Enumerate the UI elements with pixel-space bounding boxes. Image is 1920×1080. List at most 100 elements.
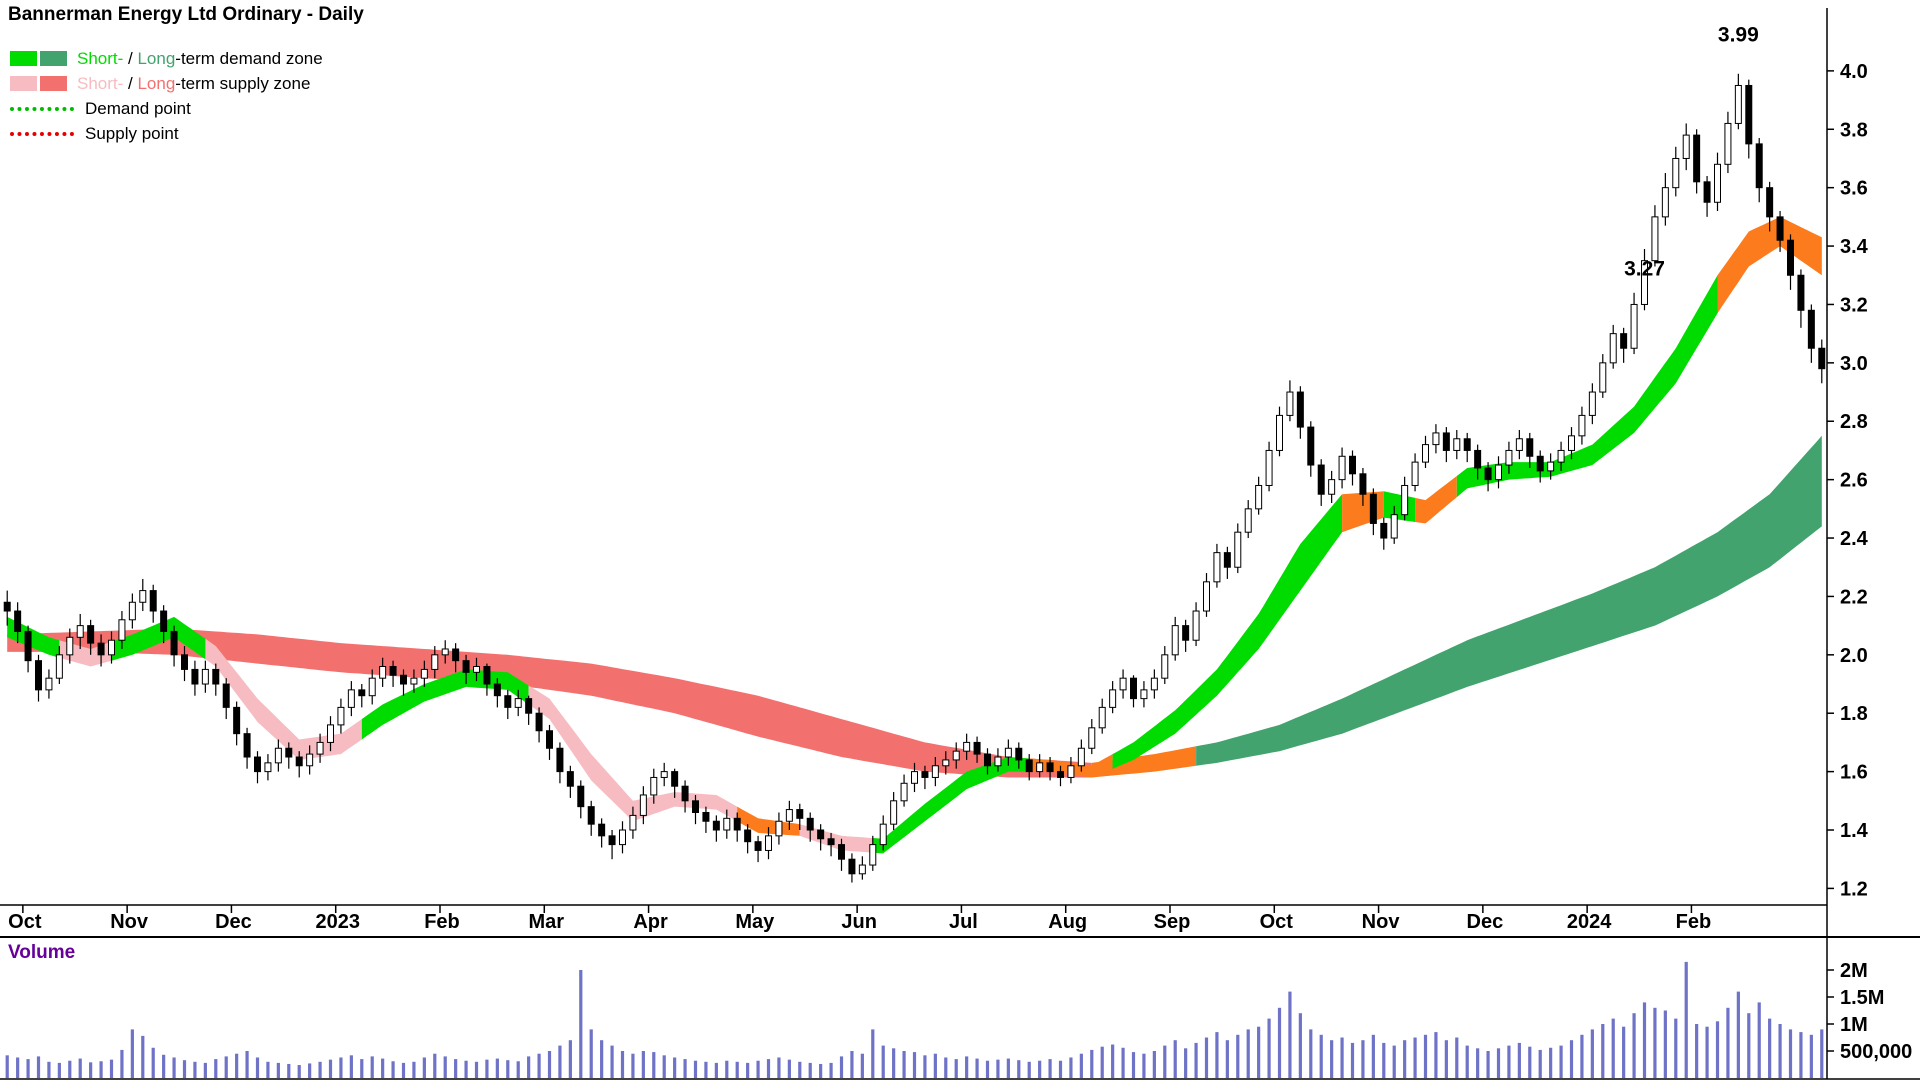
candle [963,741,971,752]
volume-bar [516,1061,520,1078]
volume-bar [1340,1037,1344,1078]
volume-bar [5,1055,9,1078]
supply-long-swatch [40,76,67,91]
volume-bar [328,1059,333,1078]
candle [1192,610,1200,641]
volume-bar [1590,1029,1594,1078]
volume-bar [1382,1042,1386,1078]
candle [1755,143,1763,189]
volume-bar [620,1051,625,1078]
volume-bar [600,1040,604,1078]
volume-bar [1152,1051,1156,1078]
price-tick-label: 2.4 [1840,528,1869,550]
month-label: Nov [1362,911,1401,933]
volume-bar [693,1060,698,1078]
volume-bar [141,1035,145,1078]
candle [1515,438,1523,451]
candle [869,844,877,866]
long-term-zone-segment [1196,435,1822,766]
volume-bar [172,1057,176,1078]
volume-bar [1601,1024,1605,1078]
candle [1359,473,1367,495]
month-label: 2024 [1567,911,1612,933]
volume-bar [1820,1029,1824,1078]
volume-bar [26,1059,30,1078]
volume-bar [443,1056,447,1078]
candle [1734,84,1742,124]
candle [1390,514,1398,539]
volume-bar [547,1051,552,1078]
volume-bar [109,1059,114,1078]
candle [222,683,230,708]
candle [1630,303,1638,349]
short-term-zone-segment [1456,275,1718,498]
volume-bar [391,1061,395,1078]
volume-bar [1413,1037,1417,1078]
volume-bar [923,1055,927,1078]
volume-bar [1111,1044,1115,1078]
volume-bar [193,1061,197,1078]
candle [1547,461,1555,472]
candle [473,666,480,673]
month-label: Mar [528,911,564,933]
volume-panel-label: Volume [8,942,76,963]
volume-bar [68,1060,72,1078]
candle [900,782,908,802]
candle [1620,333,1628,349]
candle [108,639,115,656]
candle [535,712,543,732]
volume-bar [892,1048,896,1078]
candle [139,590,147,603]
volume-tick-label: 1M [1840,1014,1868,1036]
volume-bar [1403,1040,1407,1078]
candle [681,785,689,802]
candle [942,759,950,767]
demand-point-line-icon [10,106,74,111]
volume-bar [871,1029,875,1078]
candle [24,630,32,662]
candle [514,698,522,708]
candle [243,733,251,758]
volume-bar [1121,1047,1125,1078]
volume-bar [1288,991,1292,1078]
short-term-zone-segment [1383,491,1416,522]
price-tick-label: 2.6 [1840,470,1868,492]
legend-row-supply-zone: Short- / Long-term supply zone [10,71,323,96]
volume-bar [1204,1037,1209,1078]
candle [1505,449,1513,466]
volume-bar [527,1056,531,1078]
candle [1265,449,1273,486]
candle [984,753,991,767]
candle [493,683,501,697]
volume-bar [1017,1060,1021,1078]
volume-bar [965,1056,969,1078]
price-annotation: 3.27 [1624,257,1665,280]
volume-bar [1580,1034,1584,1078]
candle [504,695,512,708]
volume-bar [1038,1060,1042,1078]
candle [1568,435,1575,451]
chart-title: Bannerman Energy Ltd Ordinary - Daily [8,4,364,25]
candle [45,677,53,691]
candle [1380,522,1388,539]
volume-bar [255,1057,260,1078]
volume-bar [162,1054,166,1078]
volume-bar [1549,1047,1553,1078]
volume-bar [1736,991,1740,1078]
volume-bar [1434,1032,1438,1078]
candle [1672,157,1680,189]
demand-point-label: Demand point [85,98,191,118]
volume-bar [1559,1045,1563,1078]
candle [577,785,585,808]
volume-bar [1173,1040,1177,1078]
candle [347,689,355,708]
volume-bar [1267,1018,1271,1078]
volume-bar [902,1051,906,1078]
candle [1474,449,1482,469]
candle [337,706,345,726]
volume-bar [412,1061,416,1078]
candle [1213,552,1221,583]
volume-bar [1058,1060,1063,1078]
candle [1797,274,1805,311]
